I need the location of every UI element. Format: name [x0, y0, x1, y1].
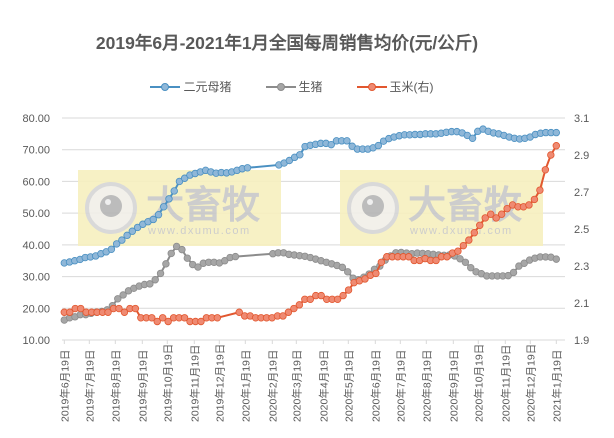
x-tick-label: 2020年12月19日 [524, 344, 537, 422]
y-tick-label: 20.00 [22, 303, 50, 315]
x-axis: 2019年6月19日 2019年7月19日 2019年8月19日 2019年9月19日… [58, 339, 565, 422]
y-right-tick-label: 2.5 [574, 224, 589, 236]
legend-item-hog: 生猪 [265, 78, 323, 95]
chart-title: 2019年6月-2021年1月全国每周销售均价(元/公斤) [95, 33, 479, 53]
x-tick-label: 2019年8月19日 [109, 350, 122, 422]
y-axis-left: 80.00 70.00 60.00 50.00 40.00 30.00 20.00 10.00 [22, 113, 50, 347]
legend-label: 生猪 [298, 80, 323, 94]
x-tick-label: 2020年9月19日 [447, 350, 460, 422]
x-tick-label: 2019年12月19日 [213, 344, 226, 422]
x-tick-label: 2019年11月19日 [188, 345, 201, 422]
x-tick-label: 2019年6月19日 [58, 350, 71, 422]
x-tick-label: 2020年6月19日 [369, 350, 382, 422]
y-tick-label: 80.00 [22, 113, 50, 125]
legend-label: 二元母猪 [183, 80, 232, 94]
x-tick-label: 2020年11月19日 [499, 345, 512, 422]
y-tick-label: 50.00 [22, 208, 50, 220]
x-tick-label: 2020年2月19日 [266, 350, 279, 422]
x-tick-label: 2019年7月19日 [83, 350, 96, 422]
y-right-tick-label: 1.9 [574, 335, 589, 347]
y-tick-label: 60.00 [22, 176, 50, 188]
series-0 [60, 125, 560, 267]
series-2 [60, 142, 560, 326]
legend-marker-icon [265, 82, 296, 91]
svg-text:www.dxumu.com: www.dxumu.com [409, 225, 513, 237]
legend-marker-icon [150, 82, 181, 91]
x-tick-label: 2020年7月19日 [394, 350, 407, 422]
y-right-tick-label: 2.7 [574, 187, 589, 199]
x-tick-label: 2020年5月19日 [342, 350, 355, 422]
y-right-tick-label: 2.1 [574, 298, 589, 310]
legend-marker-icon [356, 82, 387, 91]
y-tick-label: 40.00 [22, 240, 50, 252]
series-layer [60, 125, 560, 326]
svg-text:www.dxumu.com: www.dxumu.com [147, 225, 251, 237]
y-tick-label: 10.00 [22, 335, 50, 347]
legend: 二元母猪 生猪 玉米(右) [0, 78, 614, 95]
y-tick-label: 30.00 [22, 272, 50, 284]
y-right-tick-label: 3.1 [574, 113, 589, 125]
svg-text:大畜牧: 大畜牧 [408, 183, 523, 227]
y-right-tick-label: 2.9 [574, 150, 589, 162]
series-1 [60, 242, 560, 324]
x-tick-label: 2019年10月19日 [161, 344, 174, 422]
x-tick-label: 2020年4月19日 [317, 350, 330, 422]
x-tick-label: 2020年10月19日 [472, 344, 485, 422]
y-tick-label: 70.00 [22, 145, 50, 157]
x-tick-label: 2020年1月19日 [239, 350, 252, 422]
legend-item-sow: 二元母猪 [150, 78, 232, 95]
x-tick-label: 2021年1月19日 [550, 350, 563, 422]
x-tick-label: 2019年9月19日 [136, 350, 149, 422]
legend-label: 玉米(右) [389, 80, 434, 94]
x-tick-label: 2020年3月19日 [290, 350, 303, 422]
x-tick-label: 2020年8月19日 [420, 350, 433, 422]
y-axis-right: 3.1 2.9 2.7 2.5 2.3 2.1 1.9 [574, 113, 589, 347]
legend-item-corn: 玉米(右) [356, 78, 434, 95]
y-right-tick-label: 2.3 [574, 261, 589, 273]
